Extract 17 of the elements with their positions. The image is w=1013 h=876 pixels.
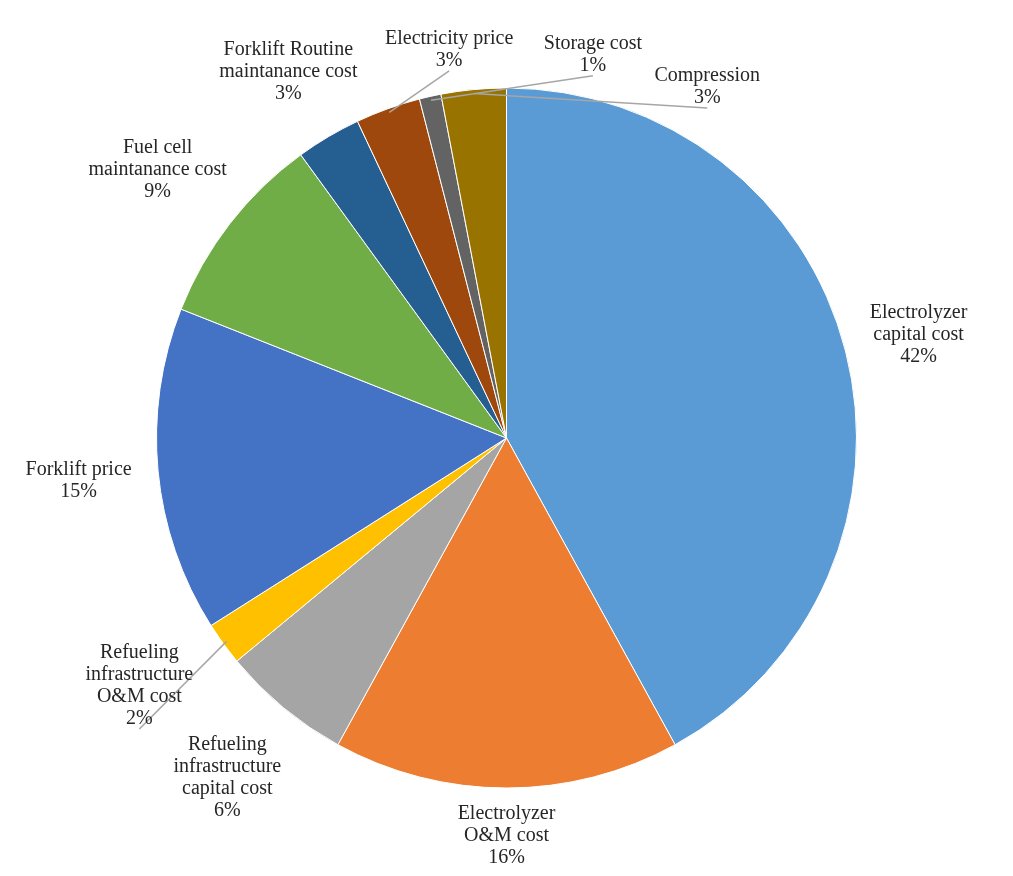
slice-label: Forklift Routine maintanance cost [219,37,358,82]
slice-label: Compression [654,62,761,86]
slice-label: Storage cost [543,30,643,54]
slice-label: Refueling infrastructure O&M cost [85,639,194,706]
data-label: 9% [144,179,171,202]
slice-label: Refueling infrastructure capital cost [173,732,282,800]
slice-label: Forklift price [25,457,132,481]
slice-label: Electricity price [385,25,514,49]
slice-label: Electrolyzer O&M cost [457,801,556,845]
slice-label: Fuel cell maintanance cost [88,135,228,180]
data-label: 3% [275,81,302,104]
slice-label: Electrolyzer capital cost [869,300,968,346]
data-label: 6% [213,798,241,821]
data-label: 42% [900,344,937,367]
data-label: 16% [488,845,525,867]
data-label: 15% [60,479,97,502]
data-label: 2% [126,705,153,728]
